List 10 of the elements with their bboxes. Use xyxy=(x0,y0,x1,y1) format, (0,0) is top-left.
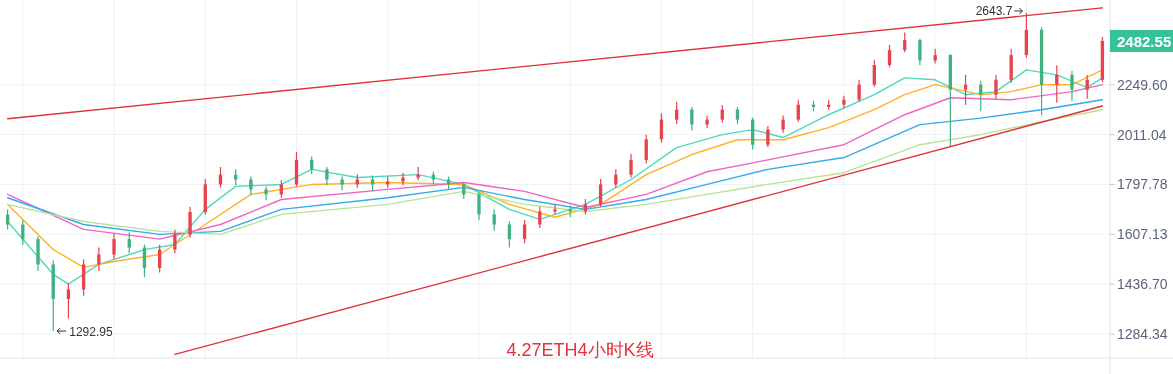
ytick: 2011.04 xyxy=(1117,126,1167,143)
ytick: 1436.70 xyxy=(1117,276,1168,293)
annotation: 1292.95 xyxy=(69,325,113,340)
ytick: 2249.60 xyxy=(1117,76,1168,93)
ytick: 1797.78 xyxy=(1117,176,1168,193)
title: 4.27ETH4小时K线 xyxy=(506,340,654,360)
ytick: 1284.34 xyxy=(1117,326,1168,343)
annotation: 2643.7 xyxy=(975,3,1013,18)
ytick: 1607.13 xyxy=(1117,226,1168,243)
text: 2482.55 xyxy=(1117,32,1172,50)
